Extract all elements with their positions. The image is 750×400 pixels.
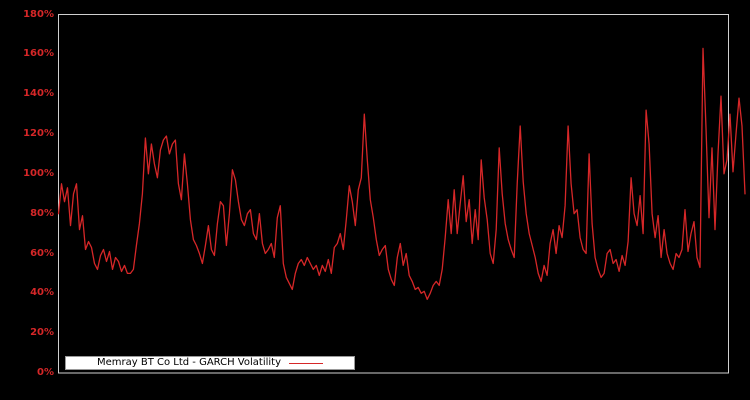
y-tick-label: 180% xyxy=(23,8,54,20)
legend: Memray BT Co Ltd - GARCH Volatility xyxy=(65,356,355,370)
y-tick-label: 100% xyxy=(23,167,54,179)
legend-line-sample xyxy=(289,362,323,364)
y-tick-label: 160% xyxy=(23,48,54,60)
volatility-line xyxy=(57,47,746,300)
y-tick-label: 140% xyxy=(23,88,54,100)
y-tick-label: 80% xyxy=(30,207,54,219)
y-tick-label: 60% xyxy=(30,247,54,259)
y-tick-label: 40% xyxy=(30,287,54,299)
y-tick-label: 20% xyxy=(30,327,54,339)
plot-frame xyxy=(58,14,729,374)
legend-label: Memray BT Co Ltd - GARCH Volatility xyxy=(97,357,281,368)
y-tick-label: 0% xyxy=(37,367,54,378)
y-tick-label: 120% xyxy=(23,128,54,139)
